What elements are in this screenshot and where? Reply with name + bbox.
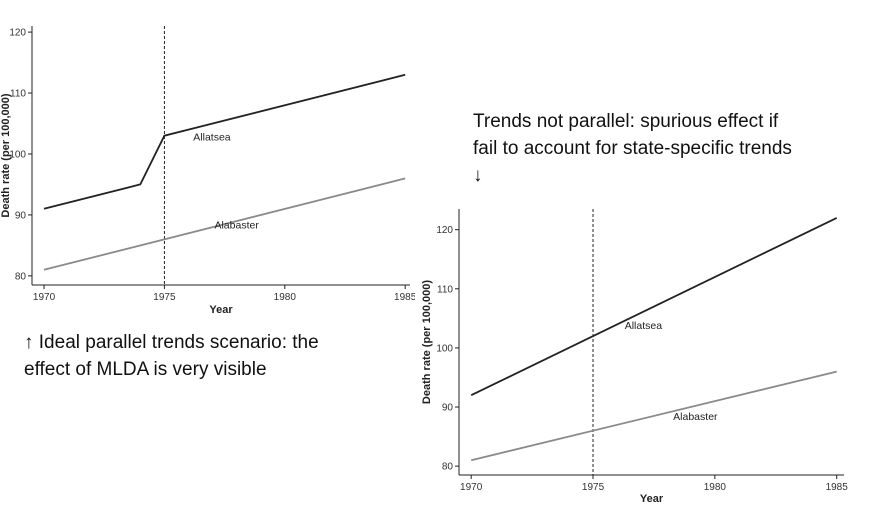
chart-nonparallel-trends: 80 90 100 110 120 1970 1975 1980 1985 Year Death r… xyxy=(421,209,849,505)
chart-a-y-tick-label: 110 xyxy=(10,89,26,100)
chart-b-y-tick-label: 120 xyxy=(436,225,453,236)
chart-b-x-tick-label: 1970 xyxy=(460,482,483,493)
chart-a-x-tick-label: 1975 xyxy=(153,292,176,303)
chart-b-y-tick-label: 100 xyxy=(436,343,453,354)
chart-a-series-alabaster xyxy=(43,177,406,271)
chart-a-y-axis-title: Death rate (per 100,000) xyxy=(0,93,12,217)
chart-a-y-tick-label: 80 xyxy=(15,271,27,282)
chart-b-x-axis-title: Year xyxy=(640,493,664,505)
chart-b-series-allatsea xyxy=(470,217,838,397)
chart-b-x-tick-label: 1975 xyxy=(582,482,605,493)
caption-nonparallel-trends: Trends not parallel: spurious effect if … xyxy=(473,111,792,186)
chart-b-y-tick-label: 80 xyxy=(442,462,454,473)
chart-b-x-tick-label: 1985 xyxy=(826,482,849,493)
chart-a-y-tick-label: 120 xyxy=(9,28,26,39)
chart-parallel-trends: 80 90 100 110 120 1970 1975 1980 1985 Year Death r… xyxy=(0,26,415,316)
chart-a-label-alabaster: Alabaster xyxy=(214,219,259,231)
caption-parallel-trends: ↑ Ideal parallel trends scenario: the ef… xyxy=(24,332,319,380)
chart-b-y-tick-label: 110 xyxy=(437,284,453,295)
chart-a-x-tick-label: 1980 xyxy=(274,292,297,303)
chart-b-x-tick-label: 1980 xyxy=(704,482,727,493)
chart-a-y-tick-label: 90 xyxy=(15,210,27,221)
chart-a-label-allatsea: Allatsea xyxy=(193,132,231,144)
chart-a-x-tick-label: 1985 xyxy=(394,292,415,303)
chart-b-series-alabaster xyxy=(470,370,837,462)
chart-a-x-tick-label: 1970 xyxy=(33,292,56,303)
chart-a-y-tick-label: 100 xyxy=(9,149,26,160)
chart-b-label-allatsea: Allatsea xyxy=(625,320,663,332)
chart-b-label-alabaster: Alabaster xyxy=(673,411,718,423)
chart-a-x-axis-title: Year xyxy=(209,304,233,316)
chart-b-y-axis-title: Death rate (per 100,000) xyxy=(421,280,433,404)
chart-b-y-tick-label: 90 xyxy=(442,403,454,414)
chart-a-series-allatsea xyxy=(43,73,406,210)
